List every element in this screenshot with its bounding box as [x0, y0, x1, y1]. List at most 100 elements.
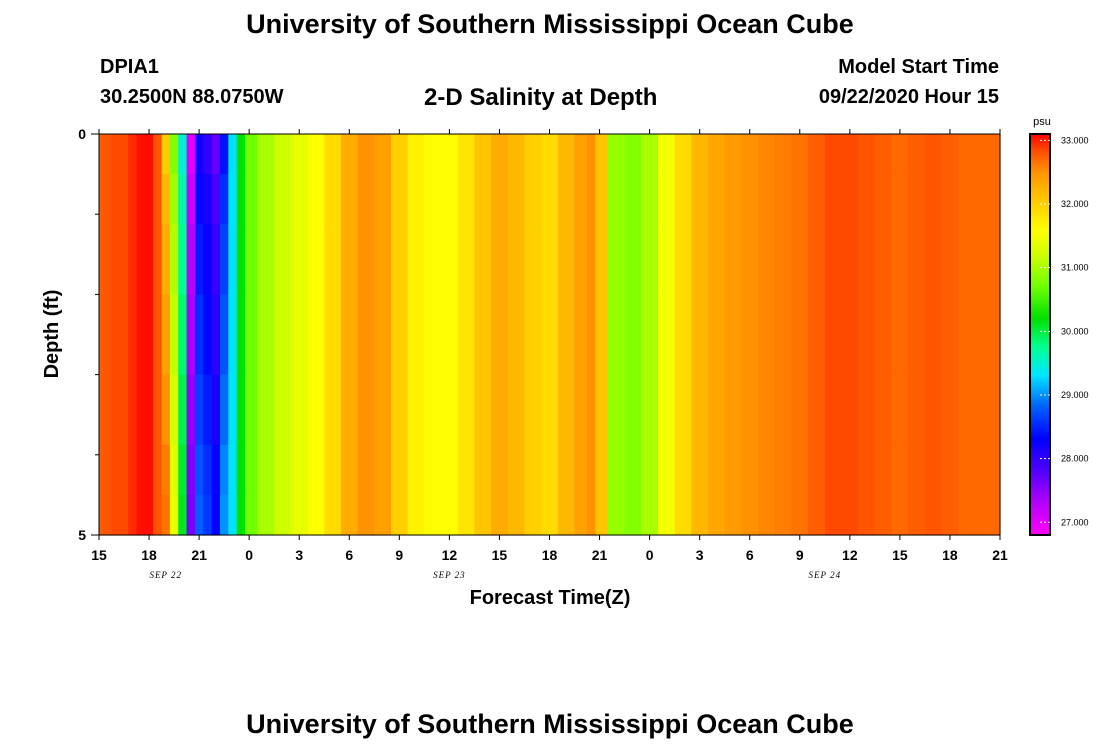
heatmap-cell: [941, 294, 959, 376]
footer-title: University of Southern Mississippi Ocean…: [246, 709, 854, 739]
heatmap-cell: [958, 224, 976, 295]
heatmap-cell: [541, 174, 559, 225]
x-tick-label: 3: [295, 547, 303, 563]
x-tick-label: 15: [91, 547, 107, 563]
heatmap-cell: [161, 134, 171, 175]
heatmap-cell: [340, 374, 359, 446]
heatmap-cell: [307, 444, 325, 496]
heatmap-cell: [874, 174, 893, 225]
heatmap-cell: [874, 224, 893, 295]
heatmap-cell: [169, 134, 179, 175]
heatmap-cell: [424, 224, 442, 295]
heatmap-cell: [324, 444, 342, 496]
heatmap-cell: [808, 224, 826, 295]
heatmap-cell: [557, 134, 576, 175]
heatmap-cell: [424, 494, 442, 536]
heatmap-cell: [119, 444, 129, 496]
colorbar-tick-label: 32.000: [1061, 199, 1089, 209]
heatmap-cell: [595, 224, 609, 295]
x-tick-label: 18: [942, 547, 958, 563]
heatmap-cell: [958, 174, 976, 225]
heatmap-cell: [774, 224, 793, 295]
heatmap-cell: [607, 374, 626, 446]
heatmap-cell: [111, 444, 121, 496]
heatmap-cell: [128, 444, 138, 496]
heatmap-cell: [741, 134, 759, 175]
heatmap-cell: [908, 444, 926, 496]
heatmap-cell: [219, 174, 229, 225]
heatmap-cell: [457, 134, 476, 175]
heatmap-cell: [841, 134, 859, 175]
heatmap-cell: [974, 224, 993, 295]
heatmap-cell: [557, 444, 576, 496]
date-label: SEP 24: [809, 570, 842, 580]
heatmap-cell: [136, 174, 146, 225]
heatmap-cell: [119, 224, 129, 295]
heatmap-cell: [457, 444, 476, 496]
heatmap-cell: [708, 494, 726, 536]
heatmap-cell: [674, 494, 692, 536]
heatmap-cell: [657, 294, 676, 376]
heatmap-cell: [186, 374, 196, 446]
heatmap-cell: [824, 294, 843, 376]
heatmap-cell: [841, 174, 859, 225]
heatmap-cell: [595, 294, 609, 376]
heatmap-cell: [357, 374, 375, 446]
heatmap-cell: [891, 374, 909, 446]
heatmap-cell: [924, 174, 943, 225]
heatmap-cell: [441, 374, 459, 446]
heatmap-cell: [858, 374, 876, 446]
heatmap-cell: [290, 374, 309, 446]
date-label: SEP 23: [433, 570, 466, 580]
heatmap-cell: [858, 444, 876, 496]
heatmap-cell: [758, 134, 776, 175]
heatmap-cell: [524, 444, 542, 496]
heatmap-cell: [374, 444, 392, 496]
heatmap-cell: [808, 494, 826, 536]
heatmap-cell: [390, 494, 409, 536]
heatmap-cell: [791, 494, 809, 536]
heatmap-cell: [474, 134, 492, 175]
heatmap-cell: [424, 134, 442, 175]
heatmap-cell: [236, 224, 246, 295]
heatmap-cell: [153, 444, 163, 496]
heatmap-cell: [307, 174, 325, 225]
heatmap-cell: [211, 134, 221, 175]
heatmap-cell: [144, 134, 154, 175]
heatmap-cell: [941, 174, 959, 225]
x-tick-label: 0: [646, 547, 654, 563]
heatmap-cell: [424, 174, 442, 225]
heatmap-cell: [607, 134, 626, 175]
heatmap-cell: [194, 444, 204, 496]
heatmap-cell: [457, 224, 476, 295]
heatmap-cell: [587, 294, 596, 376]
heatmap-cell: [991, 294, 1001, 376]
heatmap-cell: [119, 174, 129, 225]
heatmap-cell: [641, 294, 659, 376]
heatmap-cell: [641, 134, 659, 175]
colorbar-tick-label: 31.000: [1061, 263, 1089, 273]
heatmap-cell: [657, 134, 676, 175]
heatmap-cell: [307, 294, 325, 376]
heatmap-cell: [808, 174, 826, 225]
heatmap-cell: [169, 174, 179, 225]
model-start-value: 09/22/2020 Hour 15: [818, 86, 999, 108]
heatmap-cell: [390, 294, 409, 376]
heatmap-cell: [841, 374, 859, 446]
heatmap-cell: [595, 374, 609, 446]
heatmap-cell: [257, 444, 275, 496]
heatmap-cell: [524, 494, 542, 536]
heatmap-cell: [607, 224, 626, 295]
heatmap-cell: [941, 444, 959, 496]
heatmap-cell: [774, 494, 793, 536]
heatmap-cell: [824, 374, 843, 446]
heatmap-cell: [708, 294, 726, 376]
heatmap-cell: [99, 374, 104, 446]
heatmap-cell: [186, 294, 196, 376]
heatmap-cell: [169, 294, 179, 376]
heatmap-cell: [874, 494, 893, 536]
heatmap-cell: [99, 444, 104, 496]
heatmap-cell: [491, 224, 509, 295]
heatmap-cell: [574, 444, 588, 496]
heatmap-cell: [808, 374, 826, 446]
